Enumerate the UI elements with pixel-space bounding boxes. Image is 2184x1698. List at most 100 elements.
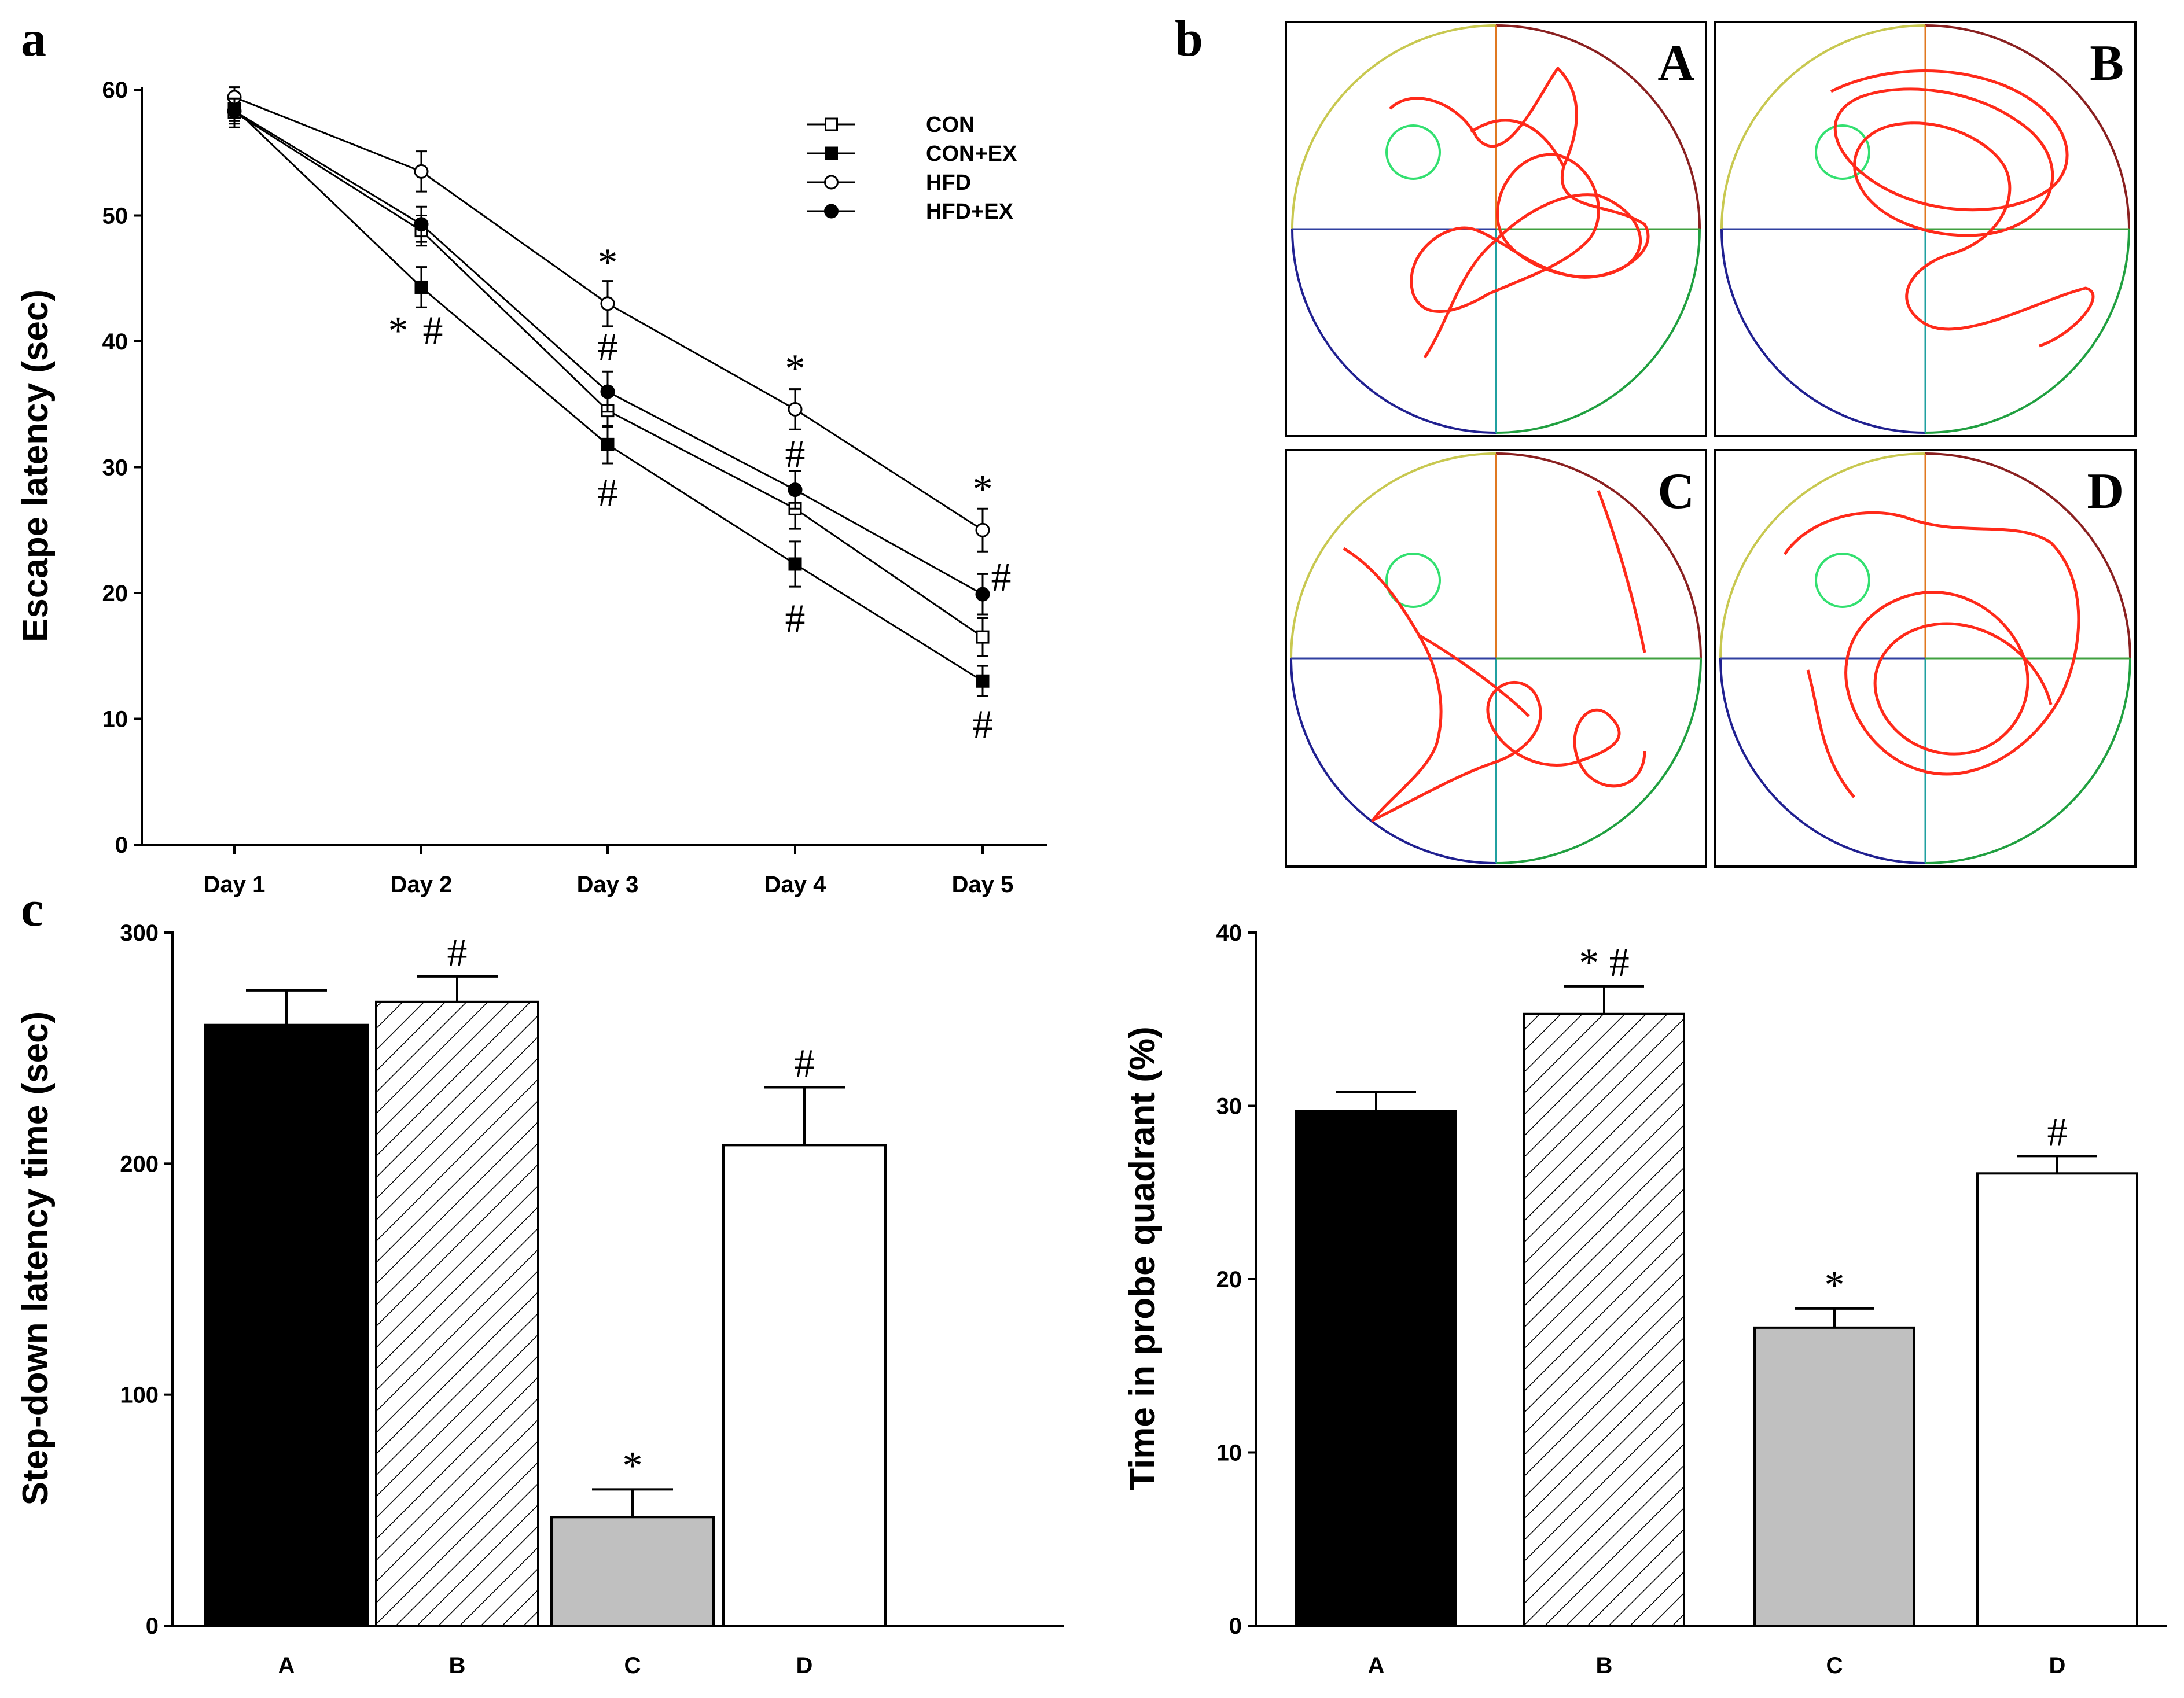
line-ytick-label: 0 xyxy=(115,833,128,858)
track-label: C xyxy=(1657,463,1694,520)
significance-hash: # xyxy=(973,702,993,747)
bar1-xtick-label: D xyxy=(796,1653,813,1678)
bar2-bar-D xyxy=(1976,1172,2138,1627)
bar1-bar-B xyxy=(375,1000,539,1627)
line-ytick-label: 30 xyxy=(102,455,128,481)
significance-hash: # xyxy=(423,309,443,353)
line-ytick-label: 50 xyxy=(102,204,128,229)
bar2-ytick-label: 30 xyxy=(1216,1094,1242,1119)
data-point xyxy=(601,437,615,451)
swim-track-A: A xyxy=(1285,21,1707,437)
series-hfd-plus-ex xyxy=(227,97,990,616)
line-xtick-label: Day 1 xyxy=(204,872,266,897)
significance-hash: # xyxy=(598,325,618,370)
significance-star: * xyxy=(785,347,806,391)
pool-arc-nw xyxy=(1290,452,1497,659)
bar1-ytick-label: 200 xyxy=(120,1151,159,1177)
bar1-bar-A xyxy=(204,1023,369,1627)
bar2-ytick-label: 40 xyxy=(1216,920,1242,946)
bar2-significance: * # xyxy=(1579,941,1630,985)
pool-arc-ne xyxy=(1495,452,1702,659)
line-ytick-label: 10 xyxy=(102,707,128,732)
line-ytick-label: 40 xyxy=(102,329,128,355)
significance-star: * xyxy=(388,309,409,353)
bar1-ylabel: Step-down latency time (sec) xyxy=(16,1011,56,1505)
legend-label: CON xyxy=(926,113,975,137)
track-label: D xyxy=(2087,463,2124,520)
bar2-ytick-label: 10 xyxy=(1216,1441,1242,1466)
line-ylabel: Escape latency (sec) xyxy=(16,289,56,642)
pool-arc-se xyxy=(1495,658,1702,864)
bar1-significance: # xyxy=(795,1042,815,1086)
pool-arc-sw xyxy=(1290,658,1497,864)
track-label: A xyxy=(1657,35,1694,91)
data-point xyxy=(414,280,428,294)
bar1-xtick-label: A xyxy=(278,1653,295,1678)
swim-path xyxy=(1783,511,2080,798)
data-point xyxy=(976,674,990,688)
data-point xyxy=(975,522,990,537)
bar2-bar-A xyxy=(1295,1110,1457,1627)
data-point xyxy=(975,587,990,602)
bar1-bar-D xyxy=(722,1144,887,1627)
bar2-ytick-label: 20 xyxy=(1216,1267,1242,1292)
swim-track-D: D xyxy=(1714,449,2137,868)
bar1-ytick-label: 100 xyxy=(120,1383,159,1408)
escape-latency-chart: Escape latency (sec) CONCON+EXHFDHFD+EX … xyxy=(16,78,1047,897)
data-point xyxy=(600,384,615,399)
bar2-bar-C xyxy=(1753,1326,1915,1627)
line-xtick-label: Day 2 xyxy=(391,872,453,897)
track-label: B xyxy=(2090,35,2124,91)
line-xtick-label: Day 3 xyxy=(577,872,639,897)
data-point xyxy=(788,402,803,417)
line-xtick-label: Day 4 xyxy=(764,872,826,897)
bar1-ytick-label: 0 xyxy=(146,1614,159,1639)
data-point xyxy=(788,482,803,498)
swim-path xyxy=(1343,490,1646,822)
pool-arc-nw xyxy=(1719,452,1926,659)
platform-circle xyxy=(1815,124,1870,180)
data-point xyxy=(600,296,615,311)
swim-path xyxy=(1389,67,1650,359)
bar2-significance: * xyxy=(1825,1263,1845,1307)
significance-hash: # xyxy=(991,555,1012,600)
bar2-bar-B xyxy=(1523,1012,1685,1627)
panel-label-c: c xyxy=(21,881,43,937)
pool-arc-se xyxy=(1495,229,1701,434)
panel-label-a: a xyxy=(21,11,46,67)
pool-arc-se xyxy=(1925,658,2131,864)
bar1-bar-C xyxy=(550,1516,715,1627)
legend-marker xyxy=(824,204,839,219)
bar2-significance: # xyxy=(2047,1110,2068,1155)
bar1-xtick-label: C xyxy=(624,1653,641,1678)
swim-path xyxy=(1830,69,2095,348)
legend-marker xyxy=(824,175,839,190)
platform-circle xyxy=(1385,553,1441,608)
pool-arc-ne xyxy=(1925,24,2130,230)
swim-track-panel: A B C D xyxy=(1285,21,2137,868)
bar1-significance: # xyxy=(447,931,468,975)
pool-arc-sw xyxy=(1291,229,1497,434)
probe-quadrant-chart: Time in probe quadrant (%) 0 10 20 30 40 A B * … xyxy=(1123,920,2167,1678)
legend-label: HFD+EX xyxy=(926,200,1014,224)
pool-arc-se xyxy=(1925,229,2130,434)
pool-arc-sw xyxy=(1720,229,1926,434)
pool-arc-nw xyxy=(1720,24,1926,230)
significance-star: * xyxy=(973,467,993,512)
legend-label: HFD xyxy=(926,171,971,195)
pool-arc-nw xyxy=(1291,24,1497,230)
legend-marker xyxy=(825,146,838,160)
data-point xyxy=(976,630,990,644)
pool-arc-ne xyxy=(1925,452,2131,659)
significance-hash: # xyxy=(785,597,806,642)
pool-arc-sw xyxy=(1719,658,1926,864)
legend-label: CON+EX xyxy=(926,142,1017,166)
bar2-xtick-label: B xyxy=(1596,1653,1613,1678)
line-xtick-label: Day 5 xyxy=(952,872,1014,897)
bar2-xtick-label: D xyxy=(2049,1653,2066,1678)
data-point xyxy=(227,104,242,119)
bar2-ytick-label: 0 xyxy=(1229,1614,1242,1639)
line-legend: CON CON+EX HFD HFD+EX xyxy=(807,113,1017,224)
step-down-latency-chart: Step-down latency time (sec) 0 100 200 300 A… xyxy=(16,920,1064,1678)
pool-arc-ne xyxy=(1495,24,1701,230)
